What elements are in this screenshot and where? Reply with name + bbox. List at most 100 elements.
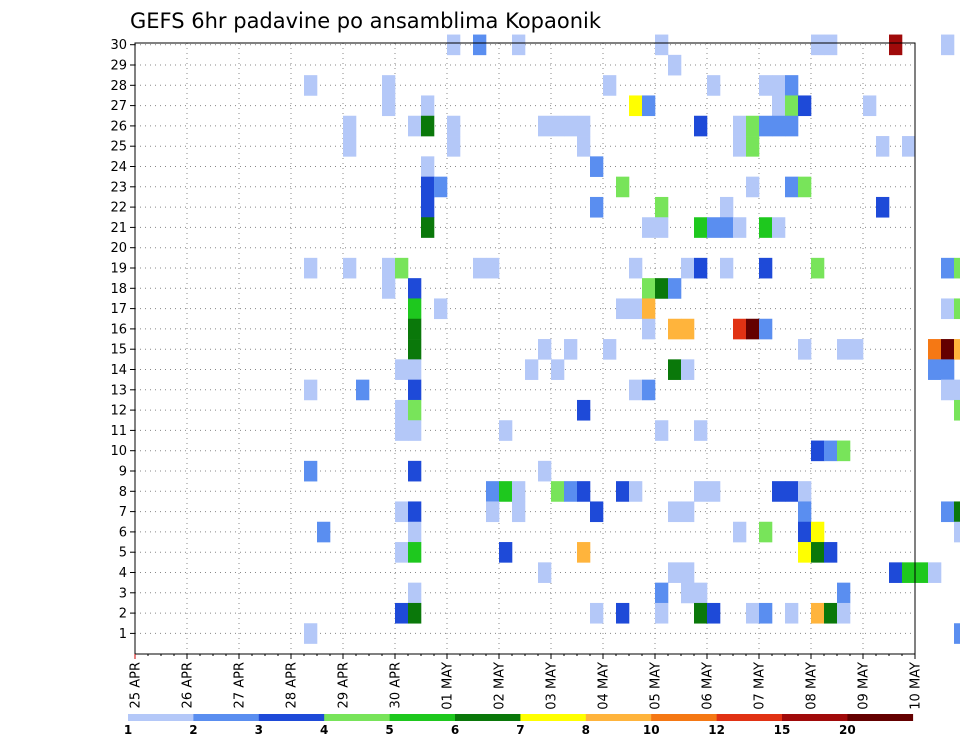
ensemble-cell [954,379,960,401]
ensemble-cell [655,196,669,218]
ensemble-cell [681,582,695,604]
colorbar-label: 6 [451,723,459,737]
x-tick-label: 26 APR [181,662,196,708]
y-tick-label: 15 [110,343,127,358]
ensemble-cell [720,196,734,218]
x-tick-label: 02 MAY [493,662,508,710]
colorbar-swatch [128,714,194,721]
ensemble-cell [564,339,578,360]
ensemble-cell [785,481,799,502]
ensemble-cell [824,34,838,56]
colorbar-swatch [716,714,783,721]
y-tick-label: 20 [110,241,127,256]
ensemble-cell [837,440,851,462]
y-tick-label: 30 [110,38,127,53]
colorbar-label: 5 [385,723,393,737]
ensemble-cell [486,257,500,279]
ensemble-cell [798,542,812,563]
colorbar-label: 10 [643,723,660,737]
ensemble-cell [395,359,409,380]
ensemble-cell [954,399,960,421]
ensemble-cell [304,75,318,96]
ensemble-cell [603,339,617,360]
y-tick-label: 23 [110,180,127,195]
ensemble-cell [408,339,422,360]
ensemble-cell [694,481,708,502]
ensemble-cell [707,602,721,624]
ensemble-cell [681,501,695,523]
x-tick-label: 09 MAY [857,662,872,710]
ensemble-cell [941,257,955,279]
ensemble-cell [798,481,812,502]
colorbar-label: 20 [839,723,856,737]
ensemble-cell [395,542,409,563]
colorbar-label: 7 [516,723,524,737]
ensemble-cell [616,602,630,624]
ensemble-cell [421,217,435,238]
ensemble-cell [668,278,682,299]
ensemble-cell [941,379,955,401]
ensemble-cell [863,95,877,117]
ensemble-cell [343,257,357,279]
ensemble-cell [512,501,526,523]
ensemble-cell [408,399,422,421]
ensemble-cell [447,34,461,56]
colorbar-swatch [782,714,848,721]
ensemble-cell [785,75,799,96]
ensemble-cell [941,34,955,56]
colorbar-label: 2 [189,723,197,737]
ensemble-cell [434,298,448,320]
colorbar-swatch [193,714,260,721]
ensemble-cell [577,542,591,563]
ensemble-cell [408,379,422,401]
ensemble-cell [590,156,604,177]
ensemble-cell [759,217,773,238]
ensemble-cell [421,156,435,177]
ensemble-cell [551,359,565,380]
ensemble-cell [720,257,734,279]
x-tick-label: 06 MAY [701,662,716,710]
ensemble-cell [408,460,422,482]
ensemble-cell [538,460,552,482]
y-tick-label: 7 [119,505,127,520]
ensemble-cell [564,481,578,502]
colorbar-label: 1 [124,723,132,737]
ensemble-cell [928,339,942,360]
y-tick-label: 22 [110,201,127,216]
ensemble-cell [772,95,786,117]
ensemble-cell [733,217,747,238]
ensemble-cell [447,115,461,137]
ensemble-cell [746,318,760,340]
ensemble-cell [525,359,539,380]
ensemble-cell [304,379,318,401]
ensemble-cell [941,359,955,380]
ensemble-cell [590,602,604,624]
ensemble-cell [304,460,318,482]
ensemble-cell [486,481,500,502]
ensemble-cell [889,34,903,56]
ensemble-cell [642,318,656,340]
colorbar-swatch [258,714,325,721]
ensemble-cell [746,136,760,157]
colorbar-swatch [324,714,390,721]
colorbar-swatch [847,714,914,721]
ensemble-cell [408,318,422,340]
x-tick-label: 29 APR [337,662,352,708]
ensemble-cell [486,501,500,523]
ensemble-cell [837,602,851,624]
ensemble-cell [382,95,396,117]
colorbar-swatch [585,714,652,721]
ensemble-cell [707,481,721,502]
y-tick-label: 6 [119,525,127,540]
ensemble-cell [616,176,630,198]
x-tick-label: 05 MAY [649,662,664,710]
ensemble-cell [772,217,786,238]
ensemble-cell [473,34,487,56]
ensemble-cell [720,217,734,238]
ensemble-cell [707,217,721,238]
y-tick-label: 3 [119,586,127,601]
ensemble-cell [408,542,422,563]
ensemble-cell [837,339,851,360]
ensemble-cell [395,257,409,279]
